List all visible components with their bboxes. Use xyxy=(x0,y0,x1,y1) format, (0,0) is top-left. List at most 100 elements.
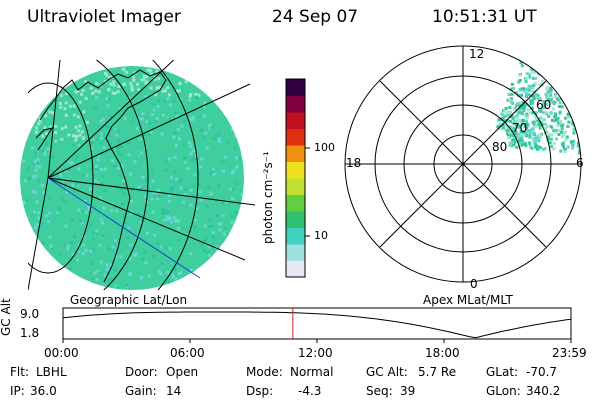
geo-emission-pixel xyxy=(58,102,62,106)
geo-emission-pixel xyxy=(163,185,167,189)
geo-emission-pixel xyxy=(123,116,127,120)
geo-emission-pixel xyxy=(132,78,136,82)
geo-emission-pixel xyxy=(178,81,182,85)
geo-emission-pixel xyxy=(114,159,118,163)
polar-emission-pixel xyxy=(560,121,564,125)
geo-emission-pixel xyxy=(143,122,147,126)
polar-emission-pixel xyxy=(528,111,532,115)
geo-emission-pixel xyxy=(118,107,122,111)
geo-emission-pixel xyxy=(112,80,116,84)
geo-emission-pixel xyxy=(133,253,137,257)
geo-emission-pixel xyxy=(86,275,90,279)
geo-emission-pixel xyxy=(188,141,192,145)
colorbar-band xyxy=(286,227,305,245)
polar-emission-pixel xyxy=(529,102,533,106)
geo-emission-pixel xyxy=(217,184,221,188)
polar-emission-pixel xyxy=(532,83,536,87)
geo-emission-pixel xyxy=(27,172,31,176)
geo-emission-pixel xyxy=(204,224,208,228)
geo-emission-pixel xyxy=(186,113,190,117)
geo-emission-pixel xyxy=(96,181,100,185)
polar-emission-pixel xyxy=(503,124,507,128)
polar-emission-pixel xyxy=(523,89,527,93)
altitude-xtick-0: 00:00 xyxy=(44,346,79,360)
polar-emission-pixel xyxy=(530,101,534,105)
geo-emission-pixel xyxy=(124,70,128,74)
geo-emission-pixel xyxy=(142,152,146,156)
geo-emission-pixel xyxy=(118,173,122,177)
polar-emission-pixel xyxy=(508,120,512,124)
polar-emission-pixel xyxy=(500,112,504,116)
geo-emission-pixel xyxy=(176,226,180,230)
geo-emission-pixel xyxy=(84,96,88,100)
geo-emission-pixel xyxy=(125,146,129,150)
polar-emission-pixel xyxy=(557,104,561,108)
geo-emission-pixel xyxy=(146,231,150,235)
polar-emission-pixel xyxy=(510,130,514,134)
geo-emission-pixel xyxy=(197,155,201,159)
geo-emission-pixel xyxy=(126,102,130,106)
geo-emission-pixel xyxy=(106,133,110,137)
geo-emission-pixel xyxy=(115,245,119,249)
geo-emission-pixel xyxy=(48,110,52,114)
geo-emission-pixel xyxy=(79,178,83,182)
geo-emission-pixel xyxy=(143,157,147,161)
polar-emission-pixel xyxy=(530,136,534,140)
polar-emission-pixel xyxy=(534,145,538,149)
geo-emission-pixel xyxy=(154,195,158,199)
geo-emission-pixel xyxy=(197,182,201,186)
geo-emission-pixel xyxy=(165,271,169,275)
geo-emission-pixel xyxy=(145,80,149,84)
geo-emission-pixel xyxy=(38,206,42,210)
geo-emission-pixel xyxy=(113,112,117,116)
altitude-curve xyxy=(62,311,572,339)
geo-emission-pixel xyxy=(60,127,64,131)
geo-emission-pixel xyxy=(97,179,101,183)
geo-emission-pixel xyxy=(219,198,223,202)
geo-emission-pixel xyxy=(76,115,80,119)
geo-emission-pixel xyxy=(203,135,207,139)
gc-alt-label: GC Alt: xyxy=(366,365,408,379)
geo-emission-pixel xyxy=(104,273,108,277)
geo-emission-pixel xyxy=(97,90,101,94)
geo-emission-pixel xyxy=(137,87,141,91)
geo-emission-pixel xyxy=(127,152,131,156)
geo-emission-pixel xyxy=(129,243,133,247)
polar-emission-pixel xyxy=(533,120,537,124)
geo-emission-pixel xyxy=(115,152,119,156)
geo-emission-pixel xyxy=(121,179,125,183)
geo-emission-pixel xyxy=(160,132,164,136)
polar-emission-pixel xyxy=(532,123,536,127)
geo-emission-pixel xyxy=(196,263,200,267)
geo-emission-pixel xyxy=(138,286,142,290)
geo-emission-pixel xyxy=(64,125,68,129)
geo-emission-pixel xyxy=(145,169,149,173)
geo-emission-pixel xyxy=(125,150,129,154)
polar-emission-pixel xyxy=(552,107,556,111)
geo-emission-pixel xyxy=(76,249,80,253)
geo-emission-pixel xyxy=(70,266,74,270)
geo-emission-pixel xyxy=(22,161,26,165)
geo-emission-pixel xyxy=(145,97,149,101)
geo-emission-pixel xyxy=(159,85,163,89)
geo-emission-pixel xyxy=(237,156,241,160)
geo-emission-pixel xyxy=(79,200,83,204)
geo-emission-pixel xyxy=(96,269,100,273)
geo-emission-pixel xyxy=(98,268,102,272)
geo-emission-pixel xyxy=(231,188,235,192)
geo-emission-pixel xyxy=(179,178,183,182)
polar-emission-pixel xyxy=(518,109,522,113)
geo-emission-pixel xyxy=(179,217,183,221)
polar-emission-pixel xyxy=(561,133,565,137)
geo-emission-pixel xyxy=(204,202,208,206)
polar-emission-pixel xyxy=(539,135,543,139)
polar-emission-pixel xyxy=(533,142,537,146)
polar-emission-pixel xyxy=(525,116,529,120)
geo-emission-pixel xyxy=(133,71,137,75)
polar-emission-pixel xyxy=(506,129,510,133)
geo-emission-pixel xyxy=(124,244,128,248)
geo-emission-pixel xyxy=(186,229,190,233)
geo-emission-pixel xyxy=(119,145,123,149)
geo-emission-pixel xyxy=(82,243,86,247)
geo-emission-pixel xyxy=(77,171,81,175)
